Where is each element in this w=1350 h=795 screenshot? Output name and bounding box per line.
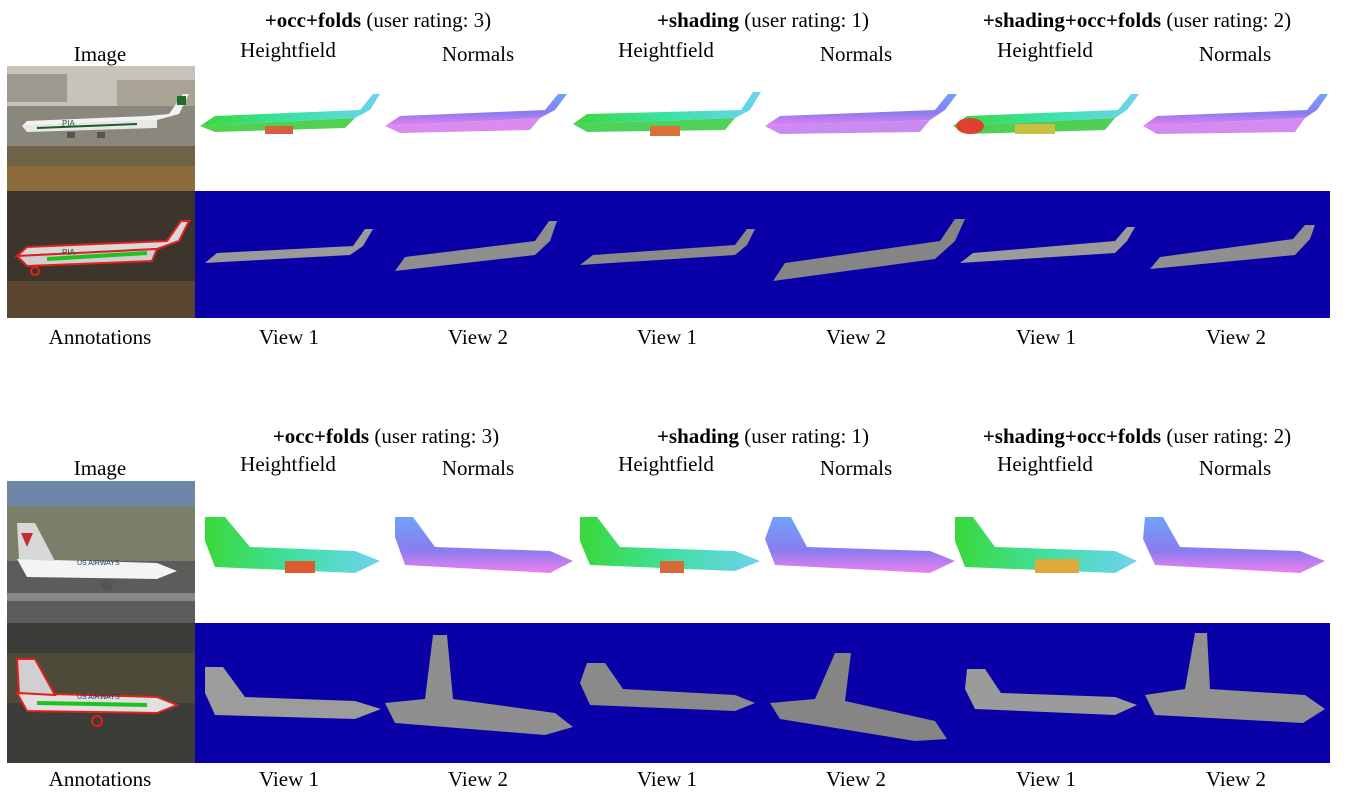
column-label-heightfield: Heightfield <box>240 452 336 476</box>
render-plane <box>773 219 965 281</box>
annotations-label: Annotations <box>48 767 152 791</box>
group-title-shading: +shading (user rating: 1) <box>656 424 870 448</box>
annotations-label: Annotations <box>48 325 152 349</box>
input-photo: US AIRWAYS <box>7 481 195 623</box>
column-label-normals: Normals <box>1198 456 1272 480</box>
render-band <box>195 623 1330 763</box>
column-label-heightfield: Heightfield <box>997 452 1093 476</box>
render-band <box>195 191 1330 318</box>
photo-livery-text: PIA <box>62 248 76 257</box>
group-title-occ-folds: +occ+folds (user rating: 3) <box>264 8 492 32</box>
heightfield-plane <box>955 517 1137 573</box>
column-label-normals: Normals <box>1198 42 1272 66</box>
photo-livery-text: US AIRWAYS <box>77 560 120 567</box>
view-label: View 2 <box>826 767 886 791</box>
render-plane <box>770 653 947 741</box>
view-label: View 2 <box>448 325 508 349</box>
heightfield-plane <box>953 94 1139 126</box>
photo-livery-text: US AIRWAYS <box>77 694 120 701</box>
annotated-photo: US AIRWAYS <box>7 623 195 763</box>
normals-plane <box>765 94 957 126</box>
column-label-heightfield: Heightfield <box>240 38 336 62</box>
column-label-normals: Normals <box>819 42 893 66</box>
column-label-normals: Normals <box>819 456 893 480</box>
image-label: Image <box>73 42 127 66</box>
view-label: View 1 <box>259 325 319 349</box>
view-label: View 1 <box>637 325 697 349</box>
photo-livery-text: PIA <box>62 119 76 128</box>
view-label: View 2 <box>1206 325 1266 349</box>
render-plane <box>965 669 1137 715</box>
normals-plane <box>765 517 955 573</box>
render-plane <box>205 667 381 719</box>
normals-plane <box>385 94 567 126</box>
group-title-occ-folds: +occ+folds (user rating: 3) <box>272 424 500 448</box>
normals-plane <box>1143 94 1328 126</box>
render-plane <box>1145 633 1325 723</box>
view-label: View 2 <box>1206 767 1266 791</box>
column-label-normals: Normals <box>441 456 515 480</box>
render-plane <box>205 229 373 263</box>
render-plane <box>1150 225 1315 269</box>
reconstruction-row <box>195 481 1330 623</box>
render-plane <box>580 663 755 711</box>
view-label: View 1 <box>1016 767 1076 791</box>
group-title-shading-occ-folds: +shading+occ+folds (user rating: 2) <box>982 8 1292 32</box>
column-label-normals: Normals <box>441 42 515 66</box>
view-label: View 1 <box>637 767 697 791</box>
normals-plane <box>395 517 573 573</box>
heightfield-plane <box>573 92 761 124</box>
column-label-heightfield: Heightfield <box>618 452 714 476</box>
column-label-heightfield: Heightfield <box>618 38 714 62</box>
view-label: View 1 <box>1016 325 1076 349</box>
heightfield-plane <box>200 94 380 126</box>
view-label: View 2 <box>826 325 886 349</box>
render-plane <box>580 229 755 265</box>
group-title-shading-occ-folds: +shading+occ+folds (user rating: 2) <box>982 424 1292 448</box>
column-label-heightfield: Heightfield <box>997 38 1093 62</box>
render-plane <box>960 227 1135 263</box>
render-plane <box>385 635 573 735</box>
view-label: View 2 <box>448 767 508 791</box>
heightfield-plane <box>580 517 760 571</box>
heightfield-plane <box>205 517 380 573</box>
reconstruction-row <box>195 66 1330 191</box>
image-label: Image <box>73 456 127 480</box>
normals-plane <box>1143 517 1325 573</box>
input-photo: PIA <box>7 66 195 191</box>
group-title-shading: +shading (user rating: 1) <box>656 8 870 32</box>
render-plane <box>395 221 557 271</box>
annotated-photo: PIA <box>7 191 195 318</box>
view-label: View 1 <box>259 767 319 791</box>
